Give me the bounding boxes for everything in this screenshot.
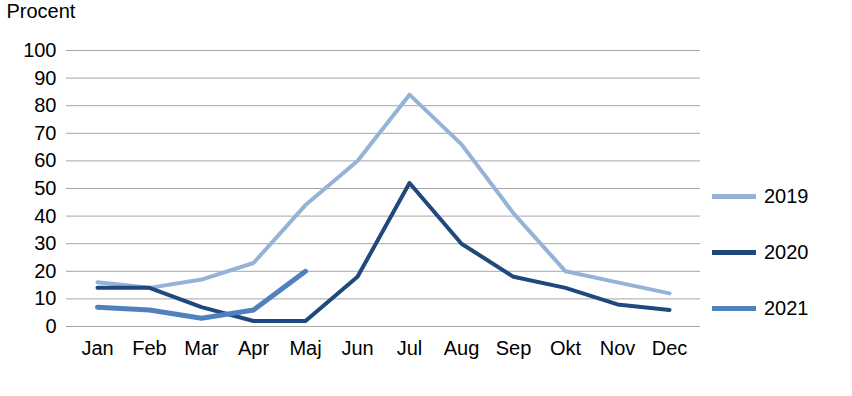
svg-text:Sep: Sep [496,337,532,359]
svg-text:50: 50 [34,177,56,199]
svg-text:30: 30 [34,232,56,254]
html-text:2019: 2019 [764,184,809,207]
html-text:2020: 2020 [764,240,809,263]
svg-text:Apr: Apr [238,337,269,359]
svg-text:Jan: Jan [81,337,113,359]
svg-text:Procent: Procent [7,0,76,22]
svg-text:Maj: Maj [289,337,321,359]
svg-text:Jul: Jul [397,337,423,359]
svg-text:100: 100 [23,39,56,61]
svg-text:Okt: Okt [550,337,582,359]
svg-text:60: 60 [34,149,56,171]
svg-text:10: 10 [34,287,56,309]
svg-text:Mar: Mar [184,337,219,359]
svg-text:90: 90 [34,67,56,89]
svg-text:Feb: Feb [132,337,166,359]
svg-text:40: 40 [34,205,56,227]
svg-text:Dec: Dec [652,337,688,359]
svg-text:20: 20 [34,260,56,282]
svg-text:Aug: Aug [444,337,480,359]
svg-text:Jun: Jun [341,337,373,359]
svg-text:0: 0 [45,315,56,337]
svg-text:70: 70 [34,122,56,144]
svg-text:80: 80 [34,94,56,116]
html-text:2021: 2021 [764,296,809,319]
svg-text:Nov: Nov [600,337,636,359]
